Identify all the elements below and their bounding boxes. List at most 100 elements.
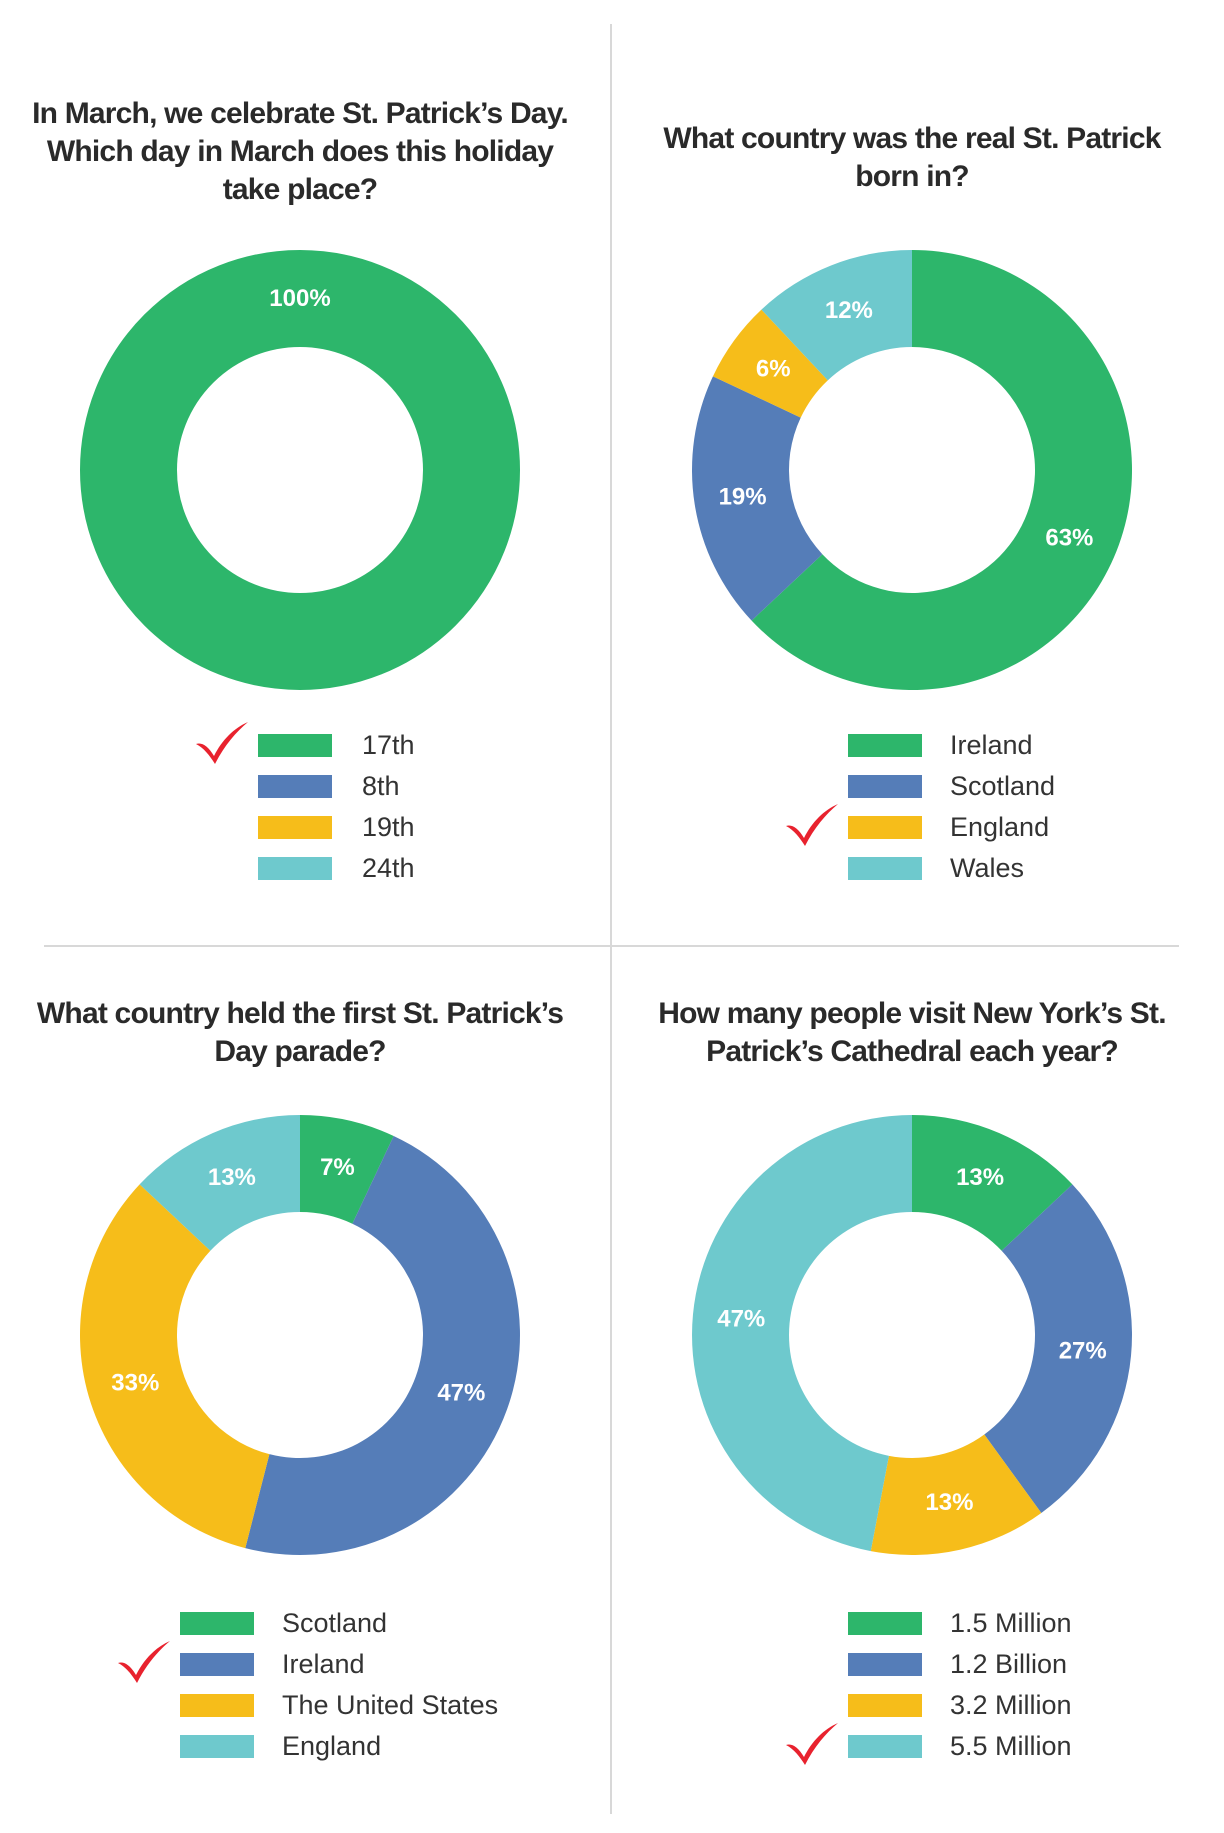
legend-label: Ireland xyxy=(950,730,1033,760)
legend-item: England xyxy=(612,804,1212,849)
quiz-panel-cathedral-visitors: How many people visit New York’s St. Pat… xyxy=(612,945,1212,1833)
answer-legend: 1.5 Million 1.2 Billion 3.2 Million 5.5 … xyxy=(612,1604,1212,1774)
legend-item: 1.2 Billion xyxy=(612,1645,1212,1686)
slice-percent-label: 6% xyxy=(756,356,791,383)
donut-slice-england xyxy=(712,309,828,418)
donut-slice-ireland xyxy=(751,250,1133,690)
checkmark-icon xyxy=(786,804,838,846)
legend-item: 19th xyxy=(0,808,600,849)
legend-swatch xyxy=(848,734,922,757)
legend-label: 24th xyxy=(362,853,415,883)
legend-swatch xyxy=(258,734,332,757)
legend-item: 17th xyxy=(0,722,600,767)
legend-label: 19th xyxy=(362,812,415,842)
legend-item: 8th xyxy=(0,767,600,808)
legend-item: Scotland xyxy=(612,767,1212,808)
donut-slice-scotland xyxy=(692,376,823,621)
donut-slice-scotland xyxy=(300,1115,394,1224)
legend-label: Scotland xyxy=(950,771,1056,801)
checkmark-icon xyxy=(118,1641,170,1683)
donut-slice-ireland xyxy=(245,1135,520,1555)
donut-chart: 63% 19% 6% 12% xyxy=(692,250,1133,690)
checkmark-shape xyxy=(786,804,838,846)
legend-swatch xyxy=(258,775,332,798)
donut-slice-1-2-billion xyxy=(984,1184,1132,1513)
donut-chart: 7% 47% 33% 13% xyxy=(80,1115,520,1555)
question-title: What country held the first St. Patrick’… xyxy=(36,997,564,1068)
legend-label: 5.5 Million xyxy=(950,1731,1072,1761)
donut-slice-3-2-million xyxy=(870,1434,1042,1555)
legend-swatch xyxy=(180,1653,254,1676)
slice-percent-label: 13% xyxy=(925,1489,973,1516)
legend-swatch xyxy=(848,816,922,839)
donut-slice-1-5-million xyxy=(912,1115,1073,1251)
question-title: What country was the real St. Patrick bo… xyxy=(663,122,1161,193)
slice-percent-label: 33% xyxy=(111,1369,159,1396)
legend-label: 17th xyxy=(362,730,415,760)
checkmark-icon xyxy=(196,722,248,764)
donut-slice-the-united-states xyxy=(80,1184,270,1549)
slice-percent-label: 12% xyxy=(825,297,873,324)
legend-label: The United States xyxy=(282,1690,499,1720)
legend-item: The United States xyxy=(0,1686,600,1727)
legend-item: 24th xyxy=(0,849,600,890)
checkmark-shape xyxy=(196,722,248,764)
legend-item: 3.2 Million xyxy=(612,1686,1212,1727)
legend-swatch xyxy=(848,857,922,880)
checkmark-shape xyxy=(786,1723,838,1765)
legend-item: 1.5 Million xyxy=(612,1604,1212,1645)
question-title: How many people visit New York’s St. Pat… xyxy=(658,997,1166,1068)
legend-swatch xyxy=(848,1653,922,1676)
vertical-divider xyxy=(610,24,612,1814)
legend-swatch xyxy=(848,1612,922,1635)
legend-swatch xyxy=(848,775,922,798)
legend-item: Ireland xyxy=(612,726,1212,767)
donut-slice-wales xyxy=(761,250,912,381)
slice-percent-label: 100% xyxy=(269,285,330,312)
quiz-panel-birth-country: What country was the real St. Patrick bo… xyxy=(612,0,1212,900)
legend-swatch xyxy=(180,1694,254,1717)
legend-swatch xyxy=(848,1694,922,1717)
slice-percent-label: 47% xyxy=(717,1305,765,1332)
donut-chart: 13% 27% 13% 47% xyxy=(692,1115,1132,1555)
legend-label: 1.5 Million xyxy=(950,1608,1072,1638)
legend-label: Scotland xyxy=(282,1608,388,1638)
legend-swatch xyxy=(180,1735,254,1758)
legend-item: Wales xyxy=(612,849,1212,890)
legend-item: 5.5 Million xyxy=(612,1723,1212,1768)
slice-percent-label: 7% xyxy=(320,1154,355,1181)
slice-percent-label: 13% xyxy=(956,1164,1004,1191)
slice-percent-label: 63% xyxy=(1045,525,1093,552)
quiz-panel-first-parade: What country held the first St. Patrick’… xyxy=(0,945,600,1833)
checkmark-shape xyxy=(118,1641,170,1683)
answer-legend: Scotland Ireland The United States Engla… xyxy=(0,1604,600,1774)
donut-slice-5-5-million xyxy=(692,1115,912,1552)
legend-swatch xyxy=(258,816,332,839)
donut-slice-17th xyxy=(80,250,520,690)
legend-label: England xyxy=(950,812,1050,842)
legend-label: England xyxy=(282,1731,382,1761)
legend-item: Scotland xyxy=(0,1604,600,1645)
question-title: In March, we celebrate St. Patrick’s Day… xyxy=(32,97,569,206)
legend-swatch xyxy=(180,1612,254,1635)
slice-percent-label: 13% xyxy=(208,1164,256,1191)
horizontal-divider xyxy=(44,945,1179,947)
legend-label: 3.2 Million xyxy=(950,1690,1072,1720)
donut-chart: 100% xyxy=(80,250,520,690)
checkmark-icon xyxy=(786,1723,838,1765)
legend-label: Ireland xyxy=(282,1649,365,1679)
legend-item: Ireland xyxy=(0,1641,600,1686)
slice-percent-label: 19% xyxy=(719,483,767,510)
slice-percent-label: 47% xyxy=(437,1380,485,1407)
legend-item: England xyxy=(0,1727,600,1768)
donut-slice-england xyxy=(139,1115,300,1251)
quiz-panel-march-day: In March, we celebrate St. Patrick’s Day… xyxy=(0,0,600,900)
slice-percent-label: 27% xyxy=(1059,1338,1107,1365)
answer-legend: 17th 8th 19th 24th xyxy=(0,722,600,896)
legend-label: Wales xyxy=(950,853,1025,883)
answer-legend: Ireland Scotland England Wales xyxy=(612,726,1212,896)
legend-label: 8th xyxy=(362,771,400,801)
legend-swatch xyxy=(258,857,332,880)
legend-label: 1.2 Billion xyxy=(950,1649,1068,1679)
